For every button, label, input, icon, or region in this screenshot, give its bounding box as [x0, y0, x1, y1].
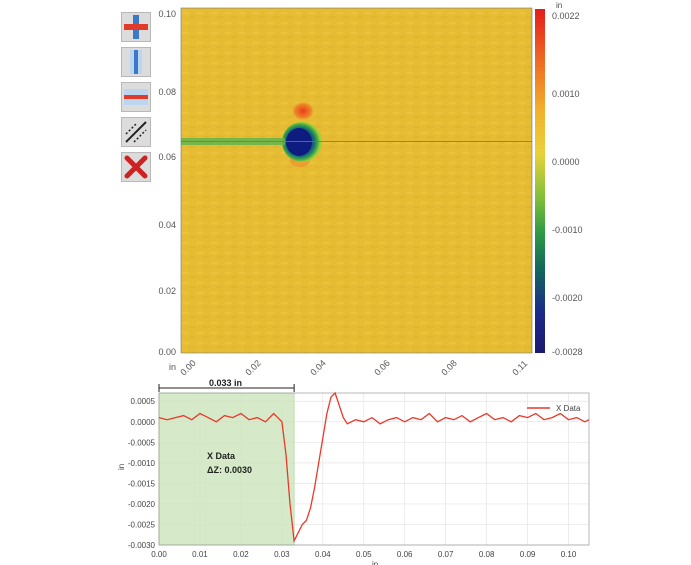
crosshair-tool[interactable]: [121, 12, 151, 42]
map-frame: [180, 7, 533, 354]
x-tick-label: 0.05: [356, 550, 372, 559]
legend-label: X Data: [556, 404, 581, 413]
x-tick-label: 0.02: [233, 550, 249, 559]
y-tick-label: -0.0010: [128, 459, 156, 468]
map-x-axis: in 0.00 0.02 0.04 0.06 0.08 0.11: [169, 358, 529, 377]
pit-rim-high: [291, 102, 315, 122]
color-scale-tick: 0.0022: [552, 11, 580, 21]
series-line: [158, 391, 590, 544]
map-x-tick: 0.02: [243, 358, 262, 377]
x-tick-label: 0.06: [397, 550, 413, 559]
map-y-tick: 0.00: [158, 347, 176, 357]
vertical-line-icon: [130, 50, 142, 74]
y-axis-unit: in: [117, 464, 126, 470]
color-scale-tick: -0.0028: [552, 347, 583, 357]
crosshair-icon: [124, 15, 148, 39]
y-tick-label: 0.0005: [131, 397, 156, 406]
close-icon: [124, 155, 148, 179]
map-y-tick: 0.02: [158, 286, 176, 296]
x-tick-label: 0.10: [561, 550, 577, 559]
color-scale-tick: -0.0020: [552, 293, 583, 303]
x-tick-label: 0.09: [520, 550, 536, 559]
map-y-tick: 0.10: [158, 9, 176, 19]
color-scale-bar: [535, 9, 545, 353]
color-scale-tick: 0.0010: [552, 89, 580, 99]
annotation-title: X Data: [207, 451, 236, 461]
y-tick-label: -0.0020: [128, 500, 156, 509]
x-tick-label: 0.00: [151, 550, 167, 559]
x-axis-unit: in: [372, 560, 378, 565]
map-surface: [181, 8, 532, 353]
y-tick-label: -0.0015: [128, 479, 156, 488]
vertical-profile-tool[interactable]: [121, 47, 151, 77]
map-x-tick: 0.04: [308, 358, 327, 377]
map-y-axis: 0.10 0.08 0.06 0.04 0.02 0.00: [158, 9, 176, 357]
arbitrary-line-tool[interactable]: [121, 117, 151, 147]
plot-frame: [158, 392, 590, 546]
measure-region: [158, 392, 295, 546]
map-x-unit: in: [169, 362, 176, 372]
color-scale-tick: 0.0000: [552, 157, 580, 167]
clear-profiles-tool[interactable]: [121, 152, 151, 182]
color-scale-unit: in: [556, 1, 562, 10]
horizontal-profile-tool[interactable]: [121, 82, 151, 112]
x-tick-label: 0.04: [315, 550, 331, 559]
map-y-tick: 0.06: [158, 152, 176, 162]
y-tick-label: -0.0005: [128, 438, 156, 447]
y-tick-label: -0.0030: [128, 541, 156, 550]
horizontal-line-icon: [124, 89, 148, 105]
color-scale: in 0.0022 0.0010 0.0000 -0.0010 -0.0020 …: [535, 1, 583, 357]
map-x-tick: 0.08: [439, 358, 458, 377]
diagonal-line-icon: [125, 121, 147, 143]
map-x-tick: 0.11: [510, 358, 529, 377]
height-map[interactable]: 0.10 0.08 0.06 0.04 0.02 0.00 in 0.00 0.…: [0, 0, 691, 380]
x-tick-label: 0.08: [479, 550, 495, 559]
x-tick-label: 0.01: [192, 550, 208, 559]
y-tick-label: 0.0000: [131, 418, 156, 427]
map-y-tick: 0.04: [158, 220, 176, 230]
annotation-value: ΔZ: 0.0030: [207, 465, 252, 475]
map-y-tick: 0.08: [158, 87, 176, 97]
map-x-tick: 0.00: [178, 358, 197, 377]
map-x-tick: 0.06: [372, 358, 391, 377]
x-tick-label: 0.07: [438, 550, 454, 559]
x-tick-label: 0.03: [274, 550, 290, 559]
y-tick-label: -0.0025: [128, 520, 156, 529]
color-scale-tick: -0.0010: [552, 225, 583, 235]
